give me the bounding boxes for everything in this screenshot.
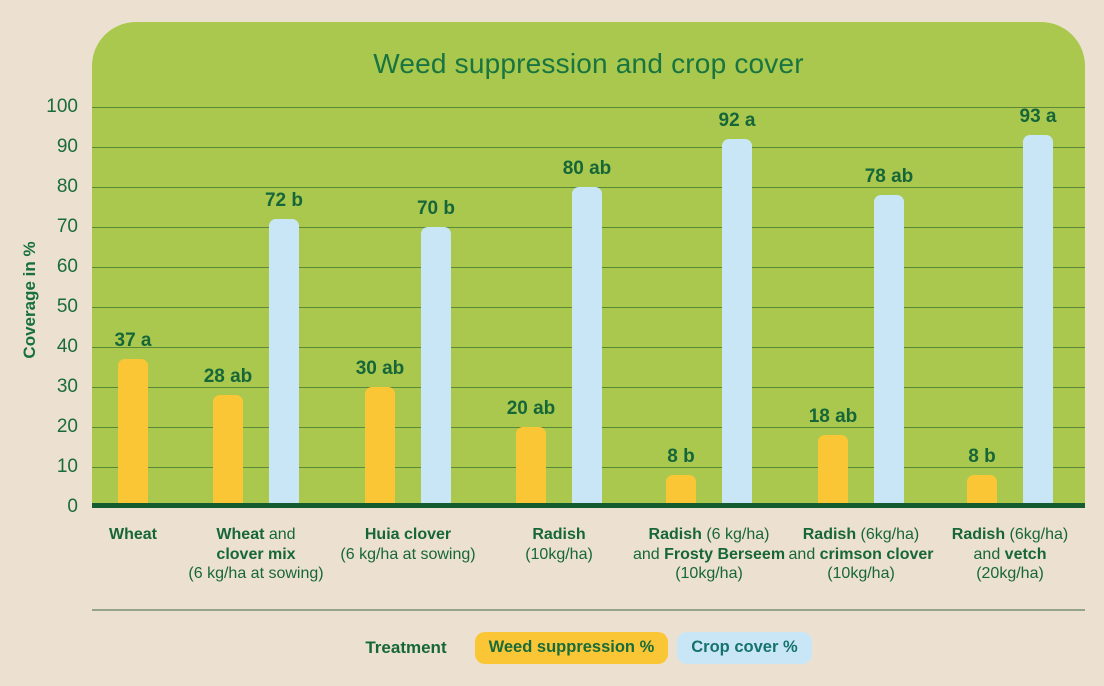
- bar-weed-suppression-wheat-value-label: 37 a: [114, 330, 152, 351]
- chart-plot-area: Weed suppression and crop cover 37 a 28 a…: [92, 22, 1085, 508]
- x-category-label-huia-clover: Huia clover (6 kg/ha at sowing): [340, 526, 476, 563]
- bar-weed-suppression-radish-vetch-value-label: 8 b: [968, 446, 996, 467]
- y-tick-10: 10: [56, 456, 78, 477]
- bar-weed-suppression-radish-frosty-berseem: [666, 475, 696, 503]
- bar-weed-suppression-huia-clover-value-label: 30 ab: [355, 358, 405, 379]
- legend-divider: [92, 609, 1085, 611]
- bar-crop-cover-wheat-clover-mix: [269, 219, 299, 503]
- bar-crop-cover-radish-value-label: 80 ab: [562, 158, 612, 179]
- bar-weed-suppression-wheat: [118, 359, 148, 503]
- bar-crop-cover-radish-crimson-clover-value-label: 78 ab: [864, 166, 914, 187]
- bar-weed-suppression-radish: [516, 427, 546, 503]
- bar-weed-suppression-wheat-clover-mix: [213, 395, 243, 503]
- y-axis-title: Coverage in %: [20, 241, 39, 359]
- bar-crop-cover-radish-frosty-berseem-value-label: 92 a: [718, 110, 756, 131]
- bar-weed-suppression-radish-vetch: [967, 475, 997, 503]
- bar-weed-suppression-huia-clover: [365, 387, 395, 503]
- x-category-label-wheat: Wheat: [109, 526, 157, 543]
- legend-weed-suppression-swatch: Weed suppression %: [474, 632, 669, 664]
- y-tick-60: 60: [56, 256, 78, 277]
- bar-crop-cover-huia-clover: [421, 227, 451, 503]
- y-tick-90: 90: [56, 136, 78, 157]
- bar-crop-cover-huia-clover-value-label: 70 b: [416, 198, 456, 219]
- bar-weed-suppression-radish-value-label: 20 ab: [506, 398, 556, 419]
- y-tick-40: 40: [56, 336, 78, 357]
- x-category-label-radish-frosty-berseem: Radish (6 kg/ha) and Frosty Berseem (10kg/…: [632, 526, 786, 582]
- y-tick-80: 80: [56, 176, 78, 197]
- bar-crop-cover-radish: [572, 187, 602, 503]
- x-category-label-radish-vetch: Radish (6kg/ha) and vetch (20kg/ha): [951, 526, 1069, 582]
- bar-crop-cover-wheat-clover-mix-value-label: 72 b: [264, 190, 304, 211]
- bar-crop-cover-radish-crimson-clover: [874, 195, 904, 503]
- legend: Treatment Weed suppression % Crop cover …: [92, 629, 1085, 667]
- y-tick-30: 30: [56, 376, 78, 397]
- gridline-90: [92, 147, 1085, 148]
- x-category-label-radish-crimson-clover: Radish (6kg/ha) and crimson clover (10kg/h…: [788, 526, 934, 582]
- bar-weed-suppression-wheat-clover-mix-value-label: 28 ab: [203, 366, 253, 387]
- bar-weed-suppression-radish-frosty-berseem-value-label: 8 b: [667, 446, 695, 467]
- chart-title: Weed suppression and crop cover: [373, 48, 804, 79]
- bar-crop-cover-radish-frosty-berseem: [722, 139, 752, 503]
- bar-weed-suppression-radish-crimson-clover: [818, 435, 848, 503]
- bar-crop-cover-radish-vetch: [1023, 135, 1053, 503]
- y-tick-50: 50: [56, 296, 78, 317]
- y-tick-20: 20: [56, 416, 78, 437]
- legend-crop-cover-swatch: Crop cover %: [677, 632, 812, 664]
- y-tick-0: 0: [67, 496, 78, 517]
- bar-crop-cover-radish-vetch-value-label: 93 a: [1019, 106, 1057, 127]
- y-tick-100: 100: [46, 96, 78, 117]
- gridline-100: [92, 107, 1085, 108]
- x-category-label-wheat-clover-mix: Wheat and clover mix (6 kg/ha at sowing): [188, 526, 324, 582]
- bar-weed-suppression-radish-crimson-clover-value-label: 18 ab: [808, 406, 858, 427]
- legend-treatment-label: Treatment: [365, 638, 447, 657]
- x-category-label-radish: Radish (10kg/ha): [525, 526, 593, 563]
- y-tick-70: 70: [56, 216, 78, 237]
